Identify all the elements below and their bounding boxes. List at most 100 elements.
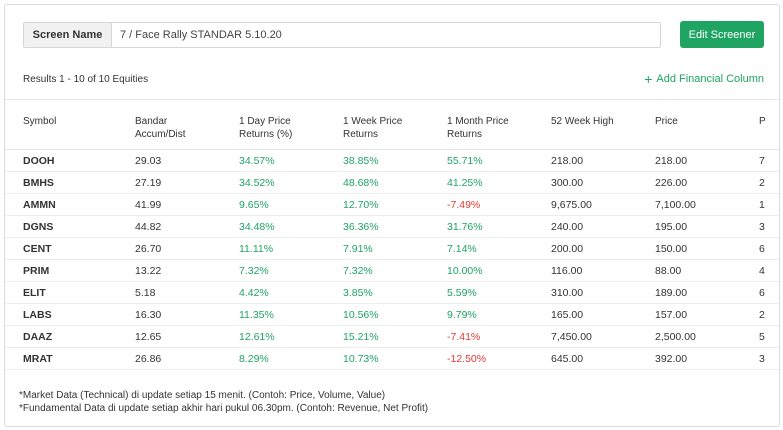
price-cell: 157.00: [655, 309, 688, 321]
high52-cell: 200.00: [551, 243, 584, 255]
high52-cell: 300.00: [551, 177, 584, 189]
bandar-cell: 13.22: [135, 265, 162, 277]
month-return-cell: 41.25%: [447, 177, 483, 189]
price-cell: 88.00: [655, 265, 682, 277]
table-row[interactable]: DGNS 44.82 34.48% 36.36% 31.76% 240.00 195.00 3: [5, 216, 779, 238]
screener-panel: Screen Name 7 / Face Rally STANDAR 5.10.…: [4, 4, 780, 427]
table-row[interactable]: DOOH 29.03 34.57% 38.85% 55.71% 218.00 218.00 7: [5, 150, 779, 172]
table-row[interactable]: AMMN 41.99 9.65% 12.70% -7.49% 9,675.00 7,100.…: [5, 194, 779, 216]
week-return-cell: 38.85%: [343, 155, 379, 167]
column-header-price[interactable]: Price: [655, 115, 678, 128]
price-cell: 7,100.00: [655, 199, 696, 211]
high52-cell: 310.00: [551, 287, 584, 299]
column-header-line2: Accum/Dist: [135, 129, 186, 140]
day-return-cell: 7.32%: [239, 265, 269, 277]
column-header-line1: 1 Day Price: [239, 116, 291, 127]
month-return-cell: 9.79%: [447, 309, 477, 321]
high52-cell: 9,675.00: [551, 199, 592, 211]
plus-icon: +: [644, 71, 653, 87]
day-return-cell: 34.52%: [239, 177, 275, 189]
column-header-p[interactable]: P: [759, 115, 766, 128]
column-header-symbol[interactable]: Symbol: [23, 115, 56, 128]
table-row[interactable]: DAAZ 12.65 12.61% 15.21% -7.41% 7,450.00 2,500…: [5, 326, 779, 348]
table-row[interactable]: ELIT 5.18 4.42% 3.85% 5.59% 310.00 189.00 6: [5, 282, 779, 304]
symbol-cell[interactable]: CENT: [23, 243, 52, 255]
symbol-cell[interactable]: LABS: [23, 309, 52, 321]
bandar-cell: 26.86: [135, 353, 162, 365]
column-header-line1: 52 Week High: [551, 116, 614, 127]
column-header-line1: Price: [655, 116, 678, 127]
screen-name-field[interactable]: Screen Name 7 / Face Rally STANDAR 5.10.…: [23, 22, 661, 48]
add-financial-column-button[interactable]: + Add Financial Column: [644, 71, 764, 87]
column-header-line2: Returns: [447, 129, 483, 140]
month-return-cell: 5.59%: [447, 287, 477, 299]
symbol-cell[interactable]: BMHS: [23, 177, 54, 189]
add-financial-column-label: Add Financial Column: [656, 73, 764, 85]
extra-cell: 2: [759, 177, 765, 189]
column-header-1-month-price-returns[interactable]: 1 Month Price Returns: [447, 115, 509, 141]
column-header-line1: 1 Week Price: [343, 116, 403, 127]
high52-cell: 240.00: [551, 221, 584, 233]
extra-cell: 6: [759, 287, 765, 299]
table-body: DOOH 29.03 34.57% 38.85% 55.71% 218.00 218.00 7…: [5, 150, 779, 370]
price-cell: 218.00: [655, 155, 688, 167]
high52-cell: 165.00: [551, 309, 584, 321]
bandar-cell: 5.18: [135, 287, 156, 299]
symbol-cell[interactable]: AMMN: [23, 199, 56, 211]
screen-name-value[interactable]: 7 / Face Rally STANDAR 5.10.20: [120, 29, 282, 41]
column-header-1-day-price-returns[interactable]: 1 Day Price Returns (%): [239, 115, 292, 141]
month-return-cell: -12.50%: [447, 353, 487, 365]
week-return-cell: 15.21%: [343, 331, 379, 343]
price-cell: 189.00: [655, 287, 688, 299]
symbol-cell[interactable]: DGNS: [23, 221, 54, 233]
edit-screener-button[interactable]: Edit Screener: [680, 21, 764, 48]
week-return-cell: 10.56%: [343, 309, 379, 321]
column-header-52-week-high[interactable]: 52 Week High: [551, 115, 614, 128]
bandar-cell: 26.70: [135, 243, 162, 255]
footnote-fundamental: *Fundamental Data di update setiap akhir…: [19, 403, 429, 414]
extra-cell: 1: [759, 199, 765, 211]
symbol-cell[interactable]: DOOH: [23, 155, 55, 167]
results-count: Results 1 - 10 of 10 Equities: [23, 74, 149, 85]
day-return-cell: 11.11%: [239, 243, 274, 255]
bandar-cell: 27.19: [135, 177, 162, 189]
symbol-cell[interactable]: PRIM: [23, 265, 50, 277]
column-header-line2: Returns: [343, 129, 379, 140]
extra-cell: 3: [759, 221, 765, 233]
extra-cell: 5: [759, 331, 765, 343]
column-header-line1: P: [759, 116, 766, 127]
day-return-cell: 11.35%: [239, 309, 274, 321]
month-return-cell: 31.76%: [447, 221, 483, 233]
high52-cell: 116.00: [551, 265, 583, 277]
month-return-cell: 55.71%: [447, 155, 483, 167]
high52-cell: 218.00: [551, 155, 584, 167]
symbol-cell[interactable]: ELIT: [23, 287, 46, 299]
extra-cell: 4: [759, 265, 765, 277]
symbol-cell[interactable]: DAAZ: [23, 331, 53, 343]
price-cell: 195.00: [655, 221, 688, 233]
bandar-cell: 41.99: [135, 199, 162, 211]
table-row[interactable]: BMHS 27.19 34.52% 48.68% 41.25% 300.00 226.00 2: [5, 172, 779, 194]
extra-cell: 2: [759, 309, 765, 321]
column-header-bandar-accum-dist[interactable]: Bandar Accum/Dist: [135, 115, 186, 141]
price-cell: 150.00: [655, 243, 688, 255]
price-cell: 392.00: [655, 353, 688, 365]
price-cell: 226.00: [655, 177, 688, 189]
table-row[interactable]: LABS 16.30 11.35% 10.56% 9.79% 165.00 157.00 2: [5, 304, 779, 326]
symbol-cell[interactable]: MRAT: [23, 353, 53, 365]
column-header-line2: Returns (%): [239, 129, 293, 140]
table-row[interactable]: CENT 26.70 11.11% 7.91% 7.14% 200.00 150.00 6: [5, 238, 779, 260]
table-row[interactable]: PRIM 13.22 7.32% 7.32% 10.00% 116.00 88.00 4: [5, 260, 779, 282]
screen-name-label: Screen Name: [24, 23, 112, 47]
column-header-line1: 1 Month Price: [447, 116, 509, 127]
day-return-cell: 12.61%: [239, 331, 275, 343]
bandar-cell: 12.65: [135, 331, 162, 343]
bandar-cell: 44.82: [135, 221, 162, 233]
month-return-cell: -7.49%: [447, 199, 481, 211]
column-header-1-week-price-returns[interactable]: 1 Week Price Returns: [343, 115, 402, 141]
results-table: Symbol Bandar Accum/Dist 1 Day Price Returns…: [5, 100, 779, 370]
table-row[interactable]: MRAT 26.86 8.29% 10.73% -12.50% 645.00 392.00 3: [5, 348, 779, 370]
week-return-cell: 36.36%: [343, 221, 379, 233]
extra-cell: 3: [759, 353, 765, 365]
divider: [5, 99, 779, 100]
